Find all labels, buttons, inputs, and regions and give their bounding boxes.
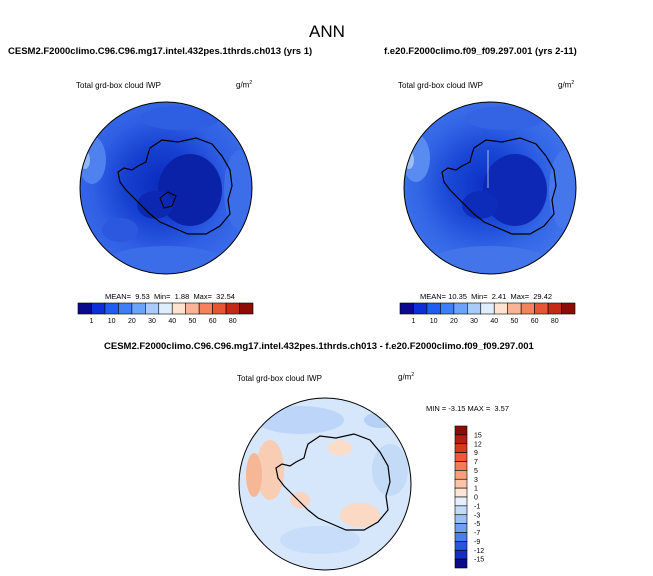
colorbar-tick-label: -7 xyxy=(474,530,480,537)
colorbar-tick-label: 1 xyxy=(474,486,478,493)
colorbar-swatch xyxy=(454,443,468,453)
colorbar-swatch xyxy=(454,549,468,560)
colorbar-tick-label: 1 xyxy=(90,318,94,325)
colorbar-swatch xyxy=(212,302,227,315)
colorbar-swatch xyxy=(453,302,468,315)
colorbar-swatch xyxy=(507,302,522,315)
page-title: ANN xyxy=(309,22,345,41)
colorbar-tick-label: 15 xyxy=(474,432,482,439)
colorbar-swatch xyxy=(131,302,146,315)
diff-variable-label: Total grd-box cloud IWP xyxy=(237,374,322,383)
colorbar-tick-label: 10 xyxy=(430,318,438,325)
panel2-units: g/m2 xyxy=(558,80,575,90)
panel1-variable-label: Total grd-box cloud IWP xyxy=(76,81,161,90)
colorbar-tick-label: -5 xyxy=(474,521,480,528)
colorbar-swatch xyxy=(467,302,482,315)
colorbar-swatch xyxy=(145,302,160,315)
colorbar-swatch xyxy=(104,302,119,315)
colorbar-swatch xyxy=(520,302,535,315)
colorbar-swatch xyxy=(239,302,254,315)
colorbar-tick-label: 12 xyxy=(474,441,482,448)
colorbar-tick-label: 60 xyxy=(209,318,217,325)
colorbar-tick-label: 30 xyxy=(148,318,156,325)
colorbar-swatch xyxy=(454,425,468,436)
panel2-stats: MEAN= 10.35 Min= 2.41 Max= 29.42 xyxy=(420,292,553,301)
colorbar-swatch xyxy=(171,302,186,315)
panel1-colorbar: 1 10 20 30 40 50 60 80 xyxy=(77,302,254,325)
colorbar-swatch xyxy=(454,478,468,489)
colorbar-swatch xyxy=(440,302,455,315)
colorbar-swatch xyxy=(413,302,428,315)
colorbar-tick-label: -15 xyxy=(474,557,484,564)
panel1-case-title: CESM2.F2000climo.C96.C96.mg17.intel.432p… xyxy=(8,46,313,57)
colorbar-tick-label: 20 xyxy=(450,318,458,325)
diff-antarctica-coastline xyxy=(275,433,391,531)
colorbar-tick-label: 9 xyxy=(474,450,478,457)
colorbar-tick-label: 5 xyxy=(474,468,478,475)
colorbar-swatch xyxy=(454,514,468,524)
panel1-stats: MEAN= 9.53 Min= 1.88 Max= 32.54 xyxy=(105,292,235,301)
colorbar-tick-label: -12 xyxy=(474,548,484,555)
colorbar-swatch xyxy=(454,470,468,480)
colorbar-tick-label: 40 xyxy=(490,318,498,325)
colorbar-tick-label: 50 xyxy=(189,318,197,325)
colorbar-swatch xyxy=(426,302,441,315)
colorbar-swatch xyxy=(198,302,213,315)
colorbar-tick-label: 3 xyxy=(474,477,478,484)
colorbar-tick-label: 50 xyxy=(511,318,519,325)
panel1-map xyxy=(79,101,253,275)
colorbar-swatch xyxy=(454,541,468,551)
colorbar-tick-label: -1 xyxy=(474,503,480,510)
colorbar-tick-label: 80 xyxy=(551,318,559,325)
colorbar-swatch xyxy=(561,302,576,315)
colorbar-swatch xyxy=(454,434,468,445)
colorbar-swatch xyxy=(118,302,133,315)
colorbar-swatch xyxy=(493,302,508,315)
panel2-map xyxy=(403,101,577,275)
colorbar-tick-label: 30 xyxy=(470,318,478,325)
diff-map xyxy=(238,397,412,571)
colorbar-swatch xyxy=(158,302,173,315)
colorbar-swatch xyxy=(185,302,200,315)
colorbar-swatch xyxy=(454,452,468,462)
colorbar-swatch xyxy=(480,302,495,315)
diff-stats: MIN = -3.15 MAX = 3.57 xyxy=(426,404,510,413)
panel2-variable-label: Total grd-box cloud IWP xyxy=(398,81,483,90)
colorbar-swatch xyxy=(454,523,468,533)
panel2-antarctica-coastline xyxy=(441,137,557,235)
panel1-units: g/m2 xyxy=(236,80,253,90)
colorbar-swatch xyxy=(454,487,468,498)
colorbar-swatch xyxy=(225,302,240,315)
colorbar-swatch xyxy=(454,496,468,507)
colorbar-swatch xyxy=(77,302,92,315)
colorbar-swatch xyxy=(399,302,414,315)
colorbar-tick-label: -3 xyxy=(474,512,480,519)
colorbar-tick-label: -9 xyxy=(474,539,480,546)
colorbar-swatch xyxy=(454,558,468,569)
colorbar-tick-label: 10 xyxy=(108,318,116,325)
colorbar-swatch xyxy=(454,461,468,471)
colorbar-tick-label: 7 xyxy=(474,459,478,466)
diff-colorbar: 15 12 9 7 5 3 1 0-1 -3 -5 -7 -9 -12 -15 xyxy=(454,425,484,569)
colorbar-swatch xyxy=(547,302,562,315)
colorbar-tick-label: 80 xyxy=(229,318,237,325)
colorbar-swatch xyxy=(534,302,549,315)
colorbar-swatch xyxy=(454,532,468,542)
colorbar-swatch xyxy=(91,302,106,315)
colorbar-tick-label: 40 xyxy=(168,318,176,325)
panel1-antarctica-coastline xyxy=(117,137,233,235)
diff-case-title: CESM2.F2000climo.C96.C96.mg17.intel.432p… xyxy=(104,341,534,352)
panel2-case-title: f.e20.F2000climo.f09_f09.297.001 (yrs 2-… xyxy=(384,46,577,57)
colorbar-tick-label: 1 xyxy=(412,318,416,325)
colorbar-tick-label: 60 xyxy=(531,318,539,325)
diff-units: g/m2 xyxy=(398,372,415,382)
colorbar-tick-label: 0 xyxy=(474,495,478,502)
colorbar-tick-label: 20 xyxy=(128,318,136,325)
panel2-colorbar: 1 10 20 30 40 50 60 80 xyxy=(399,302,576,325)
colorbar-swatch xyxy=(454,505,468,516)
